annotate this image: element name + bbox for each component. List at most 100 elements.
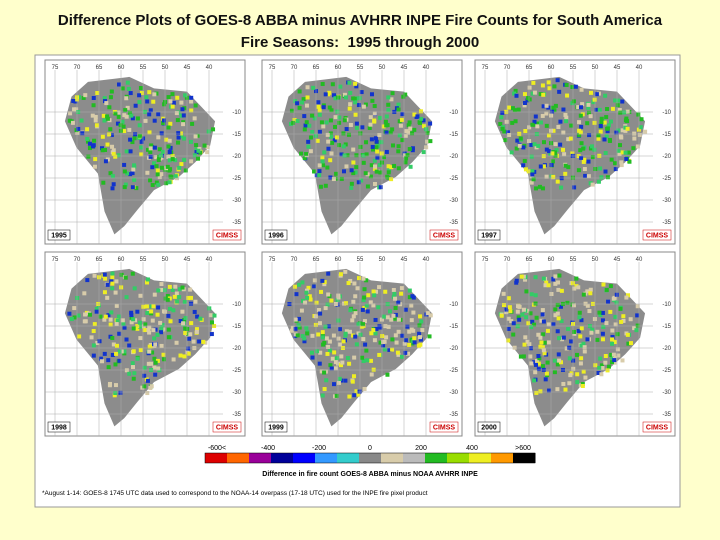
- fire-pixel: [399, 117, 404, 122]
- fire-pixel: [348, 102, 353, 107]
- fire-pixel: [367, 125, 372, 130]
- longitude-label: 65: [313, 65, 320, 71]
- longitude-label: 45: [401, 257, 408, 263]
- fire-pixel: [157, 175, 162, 180]
- fire-pixel: [375, 149, 380, 154]
- fire-pixel: [321, 124, 326, 129]
- fire-pixel: [504, 310, 509, 315]
- fire-pixel: [538, 344, 543, 349]
- fire-pixel: [319, 120, 324, 125]
- fire-pixel: [105, 142, 110, 147]
- fire-pixel: [552, 108, 557, 113]
- fire-pixel: [390, 127, 395, 132]
- fire-pixel: [100, 359, 105, 364]
- fire-pixel: [348, 90, 353, 95]
- longitude-label: 60: [335, 65, 342, 71]
- fire-pixel: [189, 99, 194, 104]
- fire-pixel: [102, 290, 107, 295]
- fire-pixel: [158, 320, 163, 325]
- fire-pixel: [535, 124, 540, 129]
- fire-pixel: [350, 333, 355, 338]
- fire-pixel: [589, 90, 594, 95]
- fire-pixel: [111, 182, 116, 187]
- fire-pixel: [379, 151, 384, 156]
- fire-pixel: [520, 312, 525, 317]
- fire-pixel: [613, 161, 618, 166]
- fire-pixel: [130, 116, 135, 121]
- colorbar-segment: [359, 453, 382, 463]
- fire-pixel: [175, 299, 180, 304]
- fire-pixel: [292, 284, 297, 289]
- fire-pixel: [639, 117, 644, 122]
- fire-pixel: [402, 341, 407, 346]
- fire-pixel: [369, 372, 374, 377]
- fire-pixel: [317, 112, 322, 117]
- fire-pixel: [394, 340, 399, 345]
- fire-pixel: [635, 313, 640, 318]
- fire-pixel: [364, 278, 369, 283]
- fire-pixel: [193, 103, 198, 108]
- fire-pixel: [374, 145, 379, 150]
- fire-pixel: [355, 286, 360, 291]
- fire-pixel: [590, 182, 595, 187]
- fire-pixel: [557, 336, 562, 341]
- fire-pixel: [323, 92, 328, 97]
- fire-pixel: [91, 343, 96, 348]
- fire-pixel: [351, 314, 356, 319]
- fire-pixel: [142, 384, 147, 389]
- fire-pixel: [556, 125, 561, 130]
- fire-pixel: [176, 135, 181, 140]
- fire-pixel: [131, 317, 136, 322]
- colorbar-segment: [513, 453, 536, 463]
- fire-pixel: [342, 153, 347, 158]
- fire-pixel: [412, 340, 417, 345]
- fire-pixel: [120, 318, 125, 323]
- fire-pixel: [385, 372, 390, 377]
- fire-pixel: [360, 355, 365, 360]
- fire-pixel: [372, 104, 377, 109]
- fire-pixel: [91, 95, 96, 100]
- fire-pixel: [148, 154, 153, 159]
- latitude-label: -35: [662, 412, 671, 418]
- title-line: Fire Seasons: 1995 through 2000: [240, 34, 480, 51]
- longitude-label: 45: [401, 65, 408, 71]
- fire-pixel: [312, 169, 317, 174]
- fire-pixel: [626, 293, 631, 298]
- fire-pixel: [155, 312, 160, 317]
- fire-pixel: [337, 327, 342, 332]
- fire-pixel: [506, 316, 511, 321]
- fire-pixel: [605, 175, 610, 180]
- fire-pixel: [510, 106, 515, 111]
- fire-pixel: [182, 354, 187, 359]
- fire-pixel: [427, 334, 432, 339]
- fire-pixel: [304, 120, 309, 125]
- fire-pixel: [336, 380, 341, 385]
- fire-pixel: [605, 129, 610, 134]
- latitude-label: -35: [449, 220, 458, 226]
- fire-pixel: [338, 363, 343, 368]
- fire-pixel: [523, 167, 528, 172]
- fire-pixel: [578, 383, 583, 388]
- fire-pixel: [312, 284, 317, 289]
- fire-pixel: [352, 393, 357, 398]
- fire-pixel: [561, 107, 566, 112]
- fire-pixel: [530, 122, 535, 127]
- fire-pixel: [410, 146, 415, 151]
- latitude-label: -30: [232, 390, 241, 396]
- fire-pixel: [524, 315, 529, 320]
- fire-pixel: [325, 351, 330, 356]
- fire-pixel: [532, 122, 537, 127]
- longitude-label: 55: [357, 65, 364, 71]
- longitude-label: 55: [140, 65, 147, 71]
- fire-pixel: [371, 303, 376, 308]
- fire-pixel: [139, 139, 144, 144]
- fire-pixel: [541, 332, 546, 337]
- fire-pixel: [353, 294, 358, 299]
- fire-pixel: [635, 323, 640, 328]
- fire-pixel: [415, 114, 420, 119]
- fire-pixel: [153, 360, 158, 365]
- fire-pixel: [320, 393, 325, 398]
- fire-pixel: [149, 143, 154, 148]
- fire-pixel: [337, 342, 342, 347]
- fire-pixel: [428, 121, 433, 126]
